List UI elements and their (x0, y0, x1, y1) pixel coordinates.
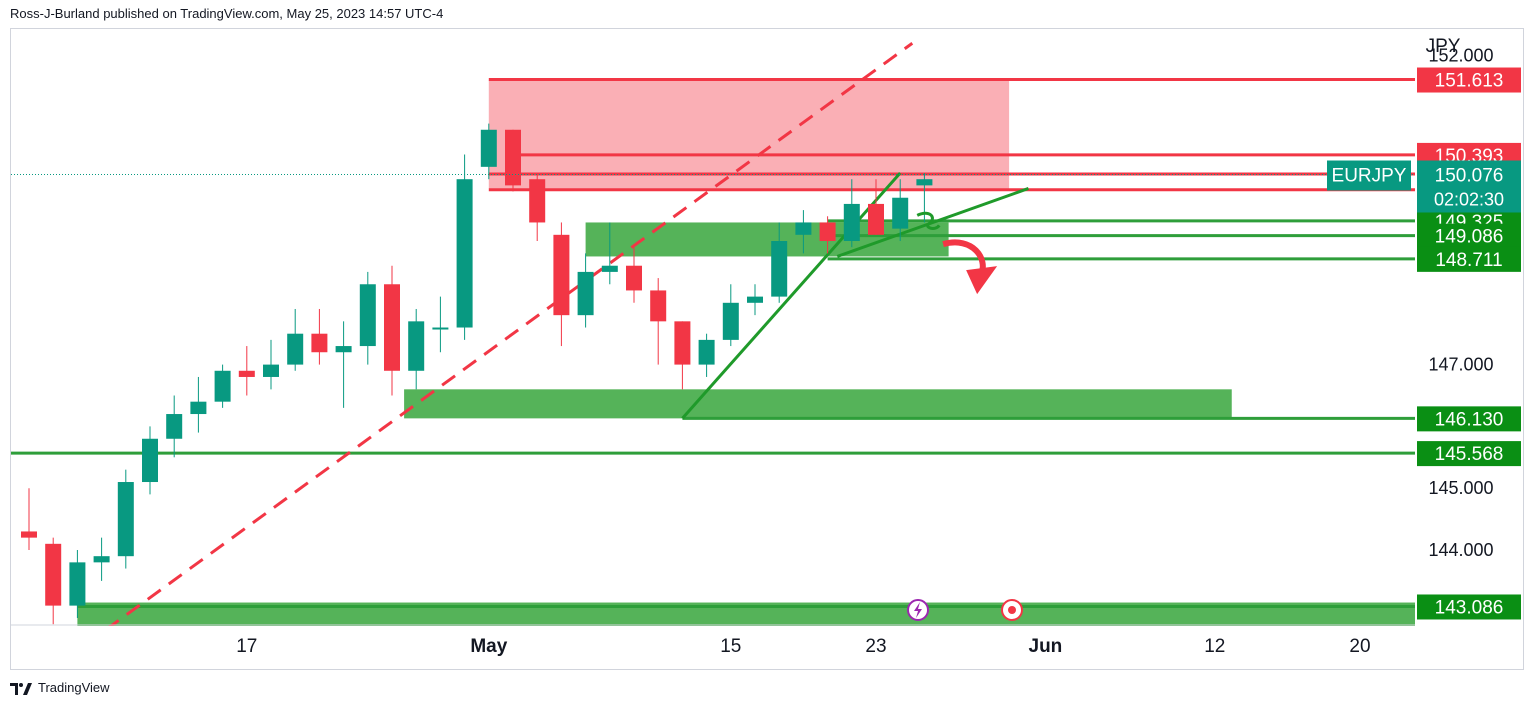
chart-frame[interactable]: 152.000 147.000 145.000 144.000 151.613 150.… (10, 28, 1524, 670)
trendline (681, 172, 902, 420)
candle-body (166, 414, 183, 439)
y-axis-tick-label: 145.000 (1428, 478, 1493, 498)
candle-body (432, 327, 449, 330)
price-level-value: 146.130 (1435, 409, 1504, 430)
candle-body (93, 556, 110, 563)
candle-body (747, 296, 763, 303)
loop-annotation-icon (916, 211, 941, 230)
candle-body (69, 562, 86, 606)
x-axis-tick-label: 17 (236, 636, 257, 657)
symbol-badge (1327, 160, 1411, 191)
candle-body (819, 222, 836, 241)
dashed-trendline (83, 42, 914, 647)
price-level-tag[interactable]: 151.613 (1417, 67, 1521, 93)
price-level-tag[interactable]: 148.711 (1417, 246, 1521, 272)
y-axis-tick-label: 152.000 (1428, 46, 1493, 66)
lightning-event-icon[interactable] (907, 599, 929, 621)
price-level-value: 151.613 (1435, 71, 1504, 92)
price-level-tag[interactable]: 149.086 (1417, 223, 1521, 249)
candle-body (505, 129, 521, 186)
y-axis-tick-label: 147.000 (1428, 355, 1493, 375)
price-level-value: 145.568 (1435, 444, 1504, 465)
candle-body (335, 346, 352, 353)
candle-body (142, 438, 158, 483)
zone-rectangle (488, 80, 1010, 189)
tradingview-logo-icon (10, 682, 32, 695)
candlestick-chart[interactable]: 152.000 147.000 145.000 144.000 151.613 150.… (11, 29, 1523, 669)
candle-body (311, 333, 328, 353)
current-price-box (1417, 160, 1521, 213)
candle-body (456, 179, 473, 328)
candle-body (626, 265, 642, 291)
brand-label: TradingView (38, 680, 110, 695)
candle-body (480, 129, 497, 167)
trendline (836, 187, 1029, 258)
publisher-header: Ross-J-Burland published on TradingView.… (10, 6, 444, 21)
target-event-icon[interactable] (1001, 599, 1023, 621)
candle-body (916, 179, 933, 186)
candle-body (529, 179, 546, 223)
price-level-value: 143.086 (1435, 597, 1504, 618)
candle-body (117, 482, 134, 557)
candle-body (577, 271, 594, 316)
candle-body (674, 321, 691, 365)
symbol-label: EURJPY (1332, 166, 1407, 187)
y-axis-tick-label: 144.000 (1428, 540, 1493, 560)
candle-body (771, 241, 788, 297)
candle-body (843, 203, 860, 241)
price-level-tag[interactable]: 146.130 (1417, 406, 1521, 432)
candle-body (650, 290, 667, 322)
candle-body (287, 333, 304, 365)
price-level-tag[interactable]: 145.568 (1417, 441, 1521, 467)
candle-body (553, 234, 570, 316)
zone-rectangle (404, 389, 1232, 419)
candle-body (214, 370, 231, 402)
price-level-tag[interactable]: 143.086 (1417, 594, 1521, 620)
candle-body (190, 401, 207, 415)
current-price-tag[interactable]: EURJPY 150.076 02:02:30 (1327, 160, 1521, 213)
candle-body (359, 284, 376, 347)
x-axis-tick-label: May (470, 636, 507, 657)
x-axis-tick-label: Jun (1029, 636, 1063, 657)
bar-countdown: 02:02:30 (1434, 190, 1504, 210)
candle-body (45, 543, 62, 606)
price-level-value: 148.711 (1435, 250, 1502, 271)
currency-label: JPY (1426, 36, 1461, 57)
current-price-value: 150.076 (1435, 166, 1504, 187)
candle-body (892, 197, 909, 229)
candle-body (238, 370, 255, 377)
candle-body (384, 284, 400, 371)
x-axis-tick-label: 12 (1204, 636, 1225, 657)
candle-body (722, 302, 739, 340)
candle-body (601, 265, 618, 272)
x-axis-tick-label: 15 (720, 636, 741, 657)
candle-body (408, 321, 425, 371)
candle-body (868, 203, 884, 235)
tradingview-branding: TradingView (10, 680, 110, 695)
x-axis-tick-label: 23 (865, 636, 886, 657)
down-arrow-head-icon (966, 266, 998, 295)
candle-body (21, 531, 37, 538)
price-level-value: 149.086 (1435, 227, 1504, 248)
x-axis-tick-label: 20 (1349, 636, 1370, 657)
candle-body (795, 222, 812, 235)
candle-body (698, 339, 715, 365)
candle-body (263, 364, 279, 377)
